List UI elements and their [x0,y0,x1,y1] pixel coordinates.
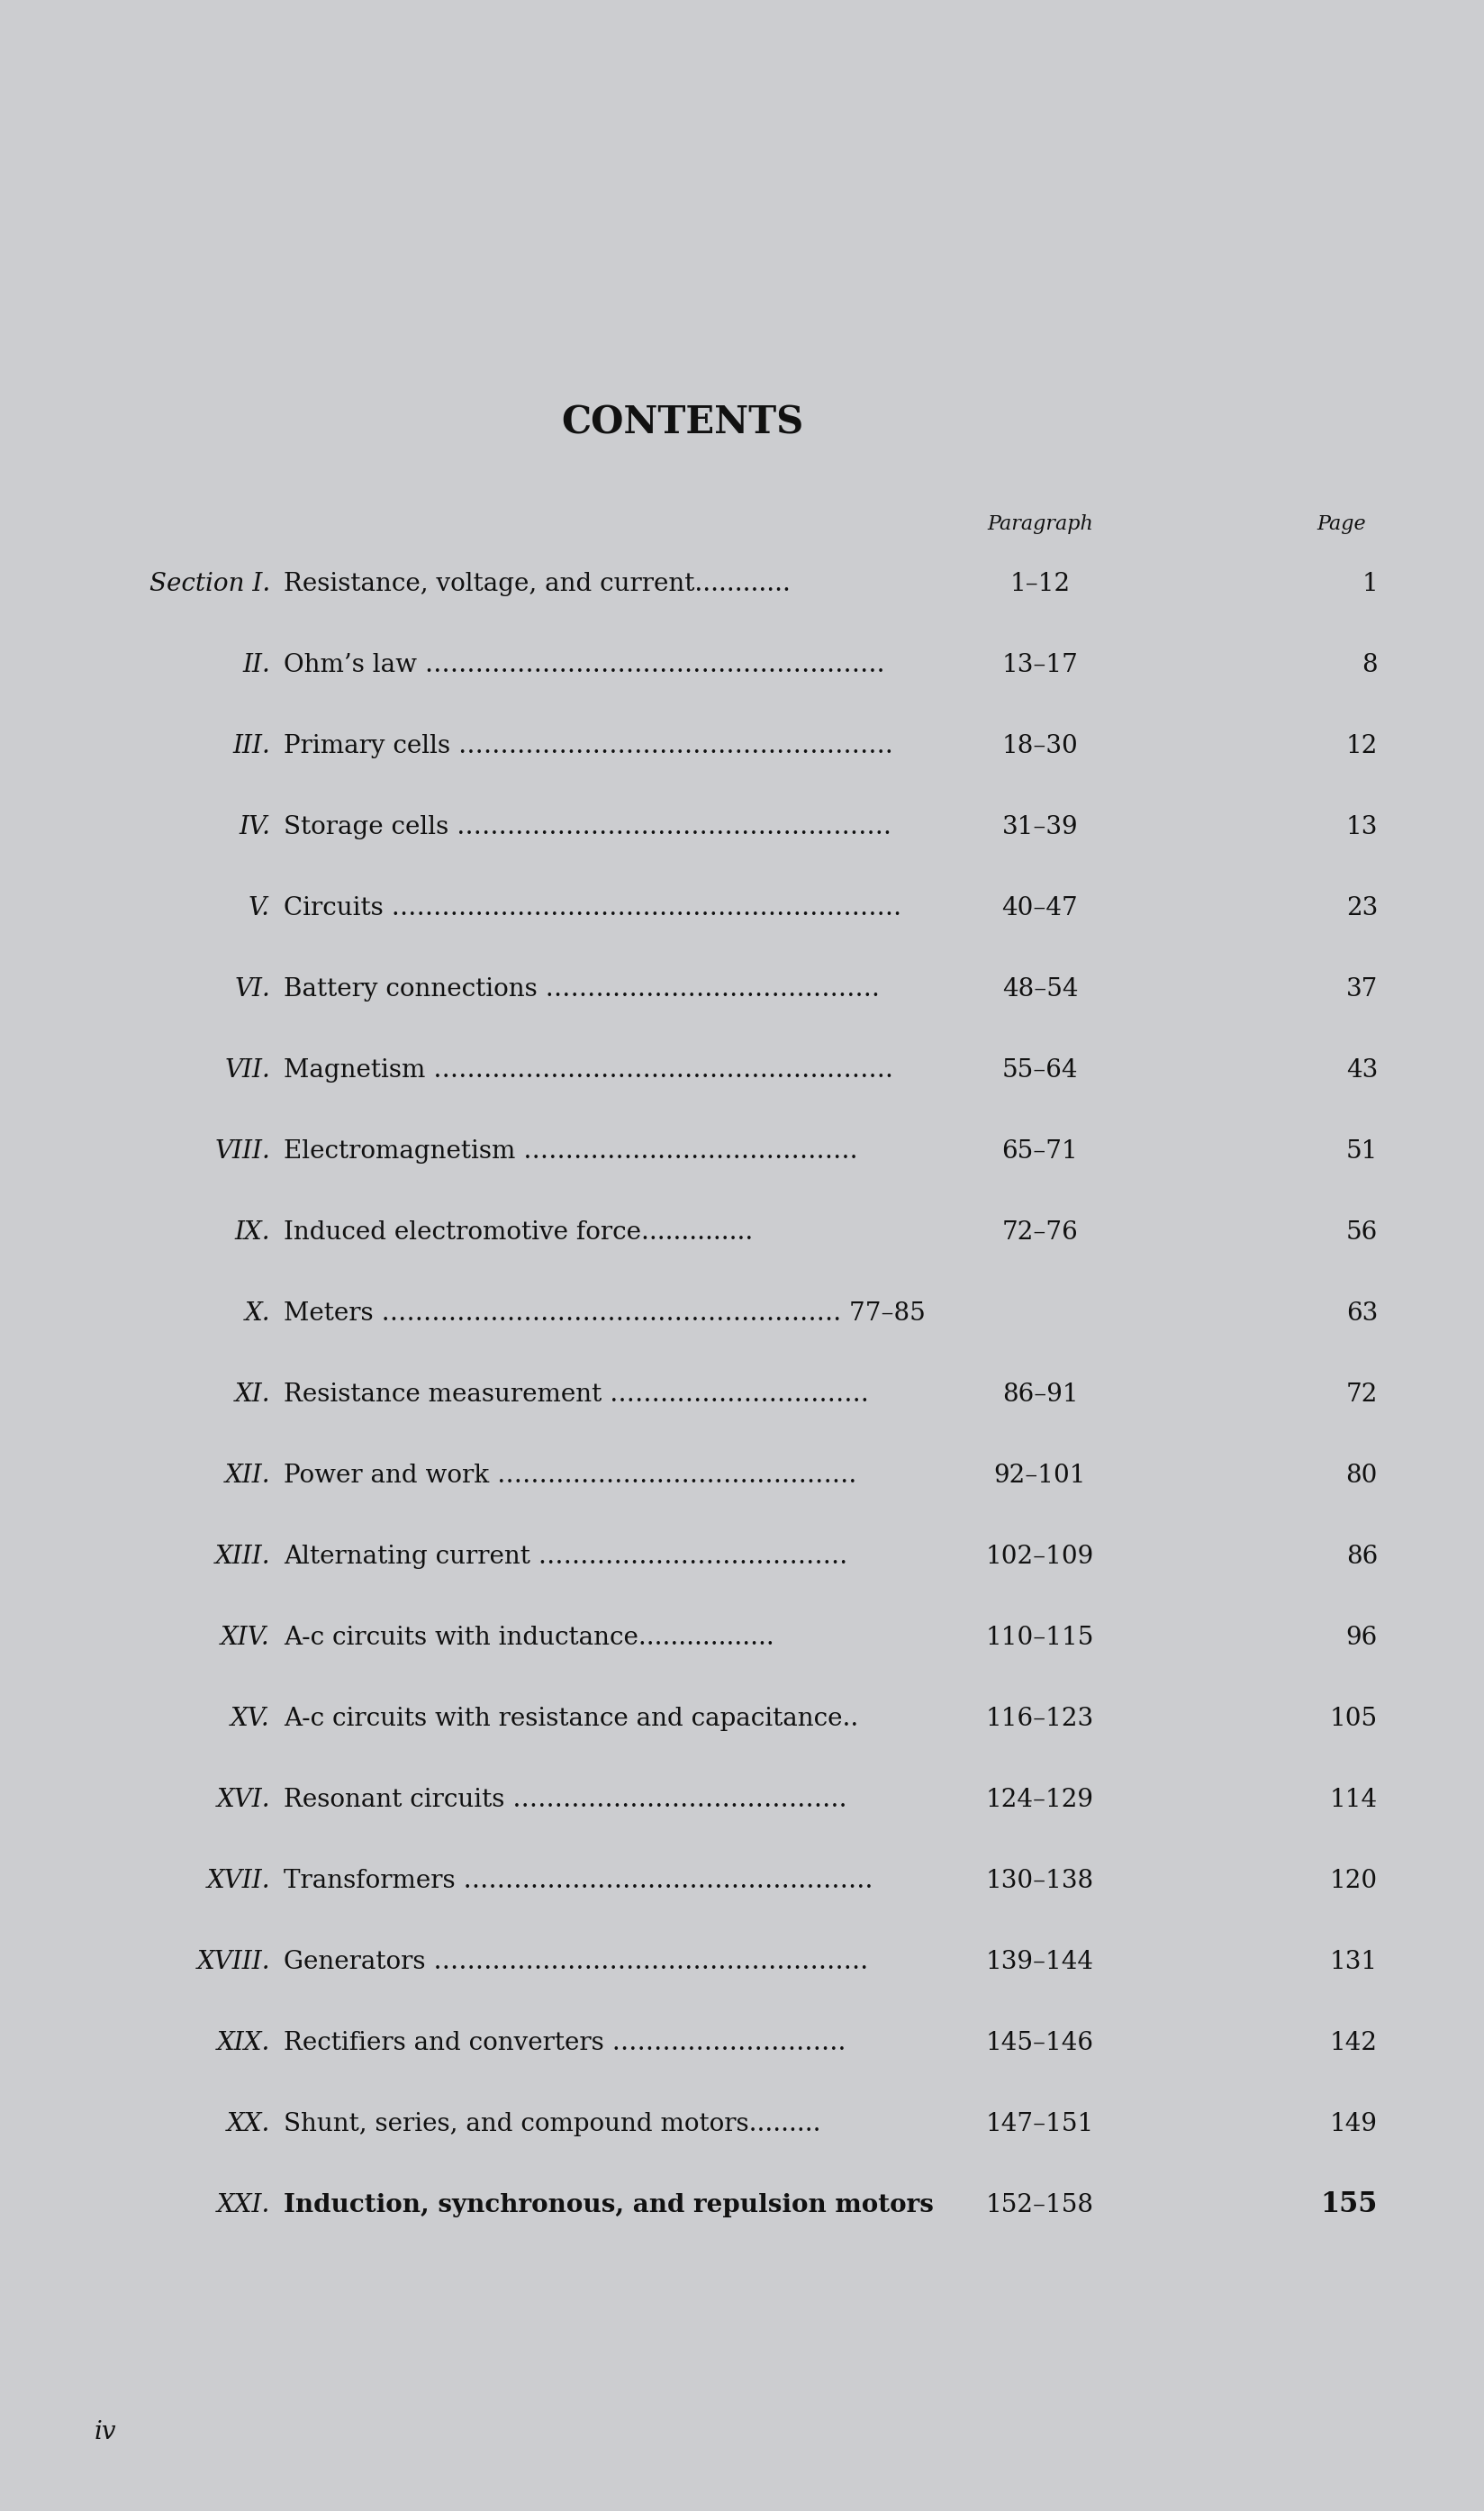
Text: 37: 37 [1346,977,1377,1002]
Text: VII.: VII. [224,1057,270,1082]
Text: 124–129: 124–129 [985,1788,1094,1810]
Text: Ohm’s law ……………………………………………….: Ohm’s law ………………………………………………. [283,653,884,678]
Text: A-c circuits with resistance and capacitance..: A-c circuits with resistance and capacit… [283,1707,858,1730]
Text: 142: 142 [1330,2031,1377,2054]
Text: Generators …………………………………………….: Generators ……………………………………………. [283,1949,868,1974]
Text: 56: 56 [1346,1220,1377,1245]
Text: 18–30: 18–30 [1002,733,1079,758]
Text: IX.: IX. [234,1220,270,1245]
Text: V.: V. [248,896,270,919]
Text: XIX.: XIX. [217,2031,270,2054]
Text: 131: 131 [1330,1949,1377,1974]
Text: 1–12: 1–12 [1009,573,1070,595]
Text: X.: X. [245,1301,270,1326]
Text: Induced electromotive force..............: Induced electromotive force.............… [283,1220,752,1245]
Text: Alternating current ……………………………….: Alternating current ………………………………. [283,1544,847,1569]
Text: VIII.: VIII. [214,1140,270,1163]
Text: III.: III. [233,733,270,758]
Text: IV.: IV. [239,814,270,839]
Text: 65–71: 65–71 [1002,1140,1079,1163]
Text: VI.: VI. [234,977,270,1002]
Text: Power and work …………………………………….: Power and work ……………………………………. [283,1464,856,1487]
Text: Resistance, voltage, and current............: Resistance, voltage, and current........… [283,573,791,595]
Text: 155: 155 [1321,2190,1377,2220]
Text: Meters ………………………………………………. 77–85: Meters ………………………………………………. 77–85 [283,1301,926,1326]
Text: XVI.: XVI. [217,1788,270,1810]
Text: 102–109: 102–109 [985,1544,1094,1569]
Text: XVIII.: XVIII. [197,1949,270,1974]
Text: Page: Page [1318,515,1367,535]
Text: XX.: XX. [227,2112,270,2137]
Text: Circuits …………………………………………………….: Circuits ……………………………………………………. [283,896,901,919]
Text: 40–47: 40–47 [1002,896,1079,919]
Text: 72–76: 72–76 [1002,1220,1079,1245]
Text: 80: 80 [1346,1464,1377,1487]
Text: Paragraph: Paragraph [987,515,1094,535]
Text: 145–146: 145–146 [985,2031,1094,2054]
Text: XV.: XV. [230,1707,270,1730]
Text: XVII.: XVII. [206,1868,270,1893]
Text: 13: 13 [1346,814,1377,839]
Text: 110–115: 110–115 [985,1625,1094,1650]
Text: 96: 96 [1346,1625,1377,1650]
Text: 23: 23 [1346,896,1377,919]
Text: 114: 114 [1330,1788,1377,1810]
Text: Shunt, series, and compound motors.........: Shunt, series, and compound motors......… [283,2112,821,2137]
Text: Electromagnetism ………………………………….: Electromagnetism …………………………………. [283,1140,858,1163]
Text: 12: 12 [1346,733,1377,758]
Text: 48–54: 48–54 [1002,977,1077,1002]
Text: 152–158: 152–158 [985,2192,1094,2217]
Text: 116–123: 116–123 [985,1707,1094,1730]
Text: II.: II. [242,653,270,678]
Text: XIII.: XIII. [215,1544,270,1569]
Text: 86–91: 86–91 [1002,1381,1079,1406]
Text: 130–138: 130–138 [985,1868,1094,1893]
Text: 31–39: 31–39 [1002,814,1079,839]
Text: Section I.: Section I. [150,573,270,595]
Text: 51: 51 [1346,1140,1377,1163]
Text: 72: 72 [1346,1381,1377,1406]
Text: 13–17: 13–17 [1002,653,1079,678]
Text: Battery connections ………………………………….: Battery connections …………………………………. [283,977,880,1002]
Text: 147–151: 147–151 [985,2112,1094,2137]
Text: Primary cells …………………………………………….: Primary cells ……………………………………………. [283,733,893,758]
Text: 63: 63 [1346,1301,1377,1326]
Text: 86: 86 [1346,1544,1377,1569]
Text: 1: 1 [1362,573,1377,595]
Text: 92–101: 92–101 [994,1464,1086,1487]
Text: XI.: XI. [234,1381,270,1406]
Text: CONTENTS: CONTENTS [561,404,804,442]
Text: 149: 149 [1330,2112,1377,2137]
Text: 55–64: 55–64 [1002,1057,1077,1082]
Text: 105: 105 [1330,1707,1377,1730]
Text: XXI.: XXI. [217,2192,270,2217]
Text: Resistance measurement ………………………….: Resistance measurement …………………………. [283,1381,868,1406]
Text: Induction, synchronous, and repulsion motors: Induction, synchronous, and repulsion mo… [283,2192,933,2217]
Text: XIV.: XIV. [221,1625,270,1650]
Text: 120: 120 [1330,1868,1377,1893]
Text: 139–144: 139–144 [985,1949,1094,1974]
Text: Transformers ………………………………………….: Transformers …………………………………………. [283,1868,873,1893]
Text: XII.: XII. [224,1464,270,1487]
Text: Rectifiers and converters ……………………….: Rectifiers and converters ………………………. [283,2031,846,2054]
Text: 43: 43 [1346,1057,1377,1082]
Text: iv: iv [95,2421,117,2443]
Text: A-c circuits with inductance.................: A-c circuits with inductance............… [283,1625,775,1650]
Text: Storage cells …………………………………………….: Storage cells ……………………………………………. [283,814,892,839]
Text: Magnetism ……………………………………………….: Magnetism ………………………………………………. [283,1057,893,1082]
Text: 8: 8 [1362,653,1377,678]
Text: Resonant circuits ………………………………….: Resonant circuits …………………………………. [283,1788,847,1810]
